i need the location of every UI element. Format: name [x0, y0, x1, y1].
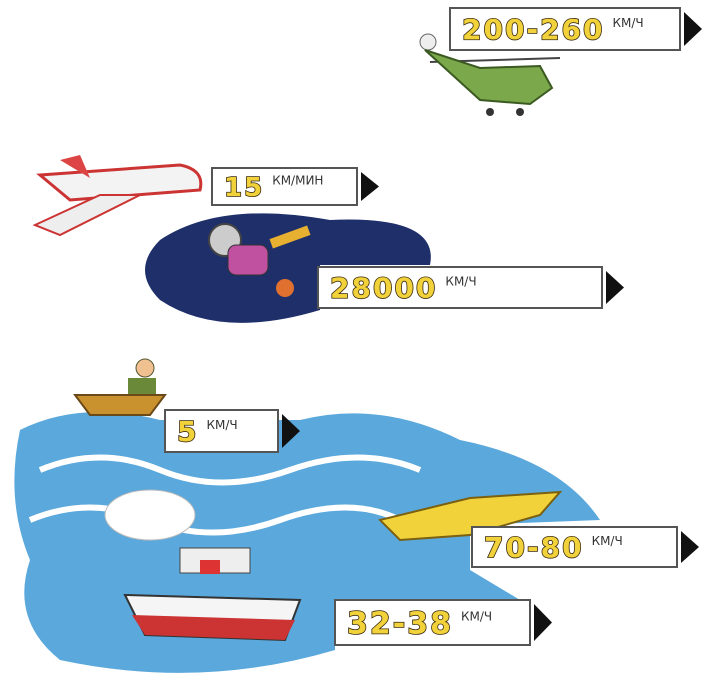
speed-value: 200-260	[462, 13, 605, 46]
speed-unit: КМ/Ч	[461, 610, 492, 624]
speed-value: 15	[224, 173, 264, 203]
label-box	[449, 7, 681, 51]
speed-unit: КМ/Ч	[445, 275, 476, 289]
speed-unit: КМ/Ч	[613, 16, 644, 30]
arrow	[606, 271, 624, 304]
wave	[38, 454, 422, 486]
arrow	[684, 12, 702, 46]
wave	[28, 504, 402, 536]
speed-label: 15 КМ/МИН	[211, 167, 379, 206]
speed-value: 28000	[330, 272, 437, 305]
airplane	[32, 155, 203, 237]
speed-unit: КМ/МИН	[272, 174, 323, 188]
label-box	[334, 599, 531, 646]
arrow	[361, 172, 379, 201]
ship	[123, 547, 302, 642]
arrow	[534, 604, 552, 641]
label-box	[164, 409, 279, 453]
label-box	[211, 167, 358, 206]
speed-label: 5 КМ/Ч	[164, 409, 300, 453]
speed-label: 70-80 КМ/Ч	[471, 526, 699, 568]
speed-unit: КМ/Ч	[206, 418, 237, 432]
speed-label: 200-260 КМ/Ч	[449, 7, 702, 51]
space-station	[208, 223, 311, 297]
helicopter	[419, 33, 561, 116]
speed-value: 32-38	[347, 606, 453, 641]
speed-label: 28000 КМ/Ч	[317, 266, 624, 309]
label-box	[317, 266, 603, 309]
cloud	[104, 489, 196, 541]
speed-value: 70-80	[484, 531, 584, 564]
speed-unit: КМ/Ч	[592, 534, 623, 548]
speed-label: 32-38 КМ/Ч	[334, 599, 552, 646]
arrow	[282, 414, 300, 448]
rowing-boat	[73, 358, 167, 416]
arrow	[681, 531, 699, 563]
yacht	[378, 490, 563, 542]
speed-value: 5	[177, 415, 198, 448]
label-box	[471, 526, 678, 568]
